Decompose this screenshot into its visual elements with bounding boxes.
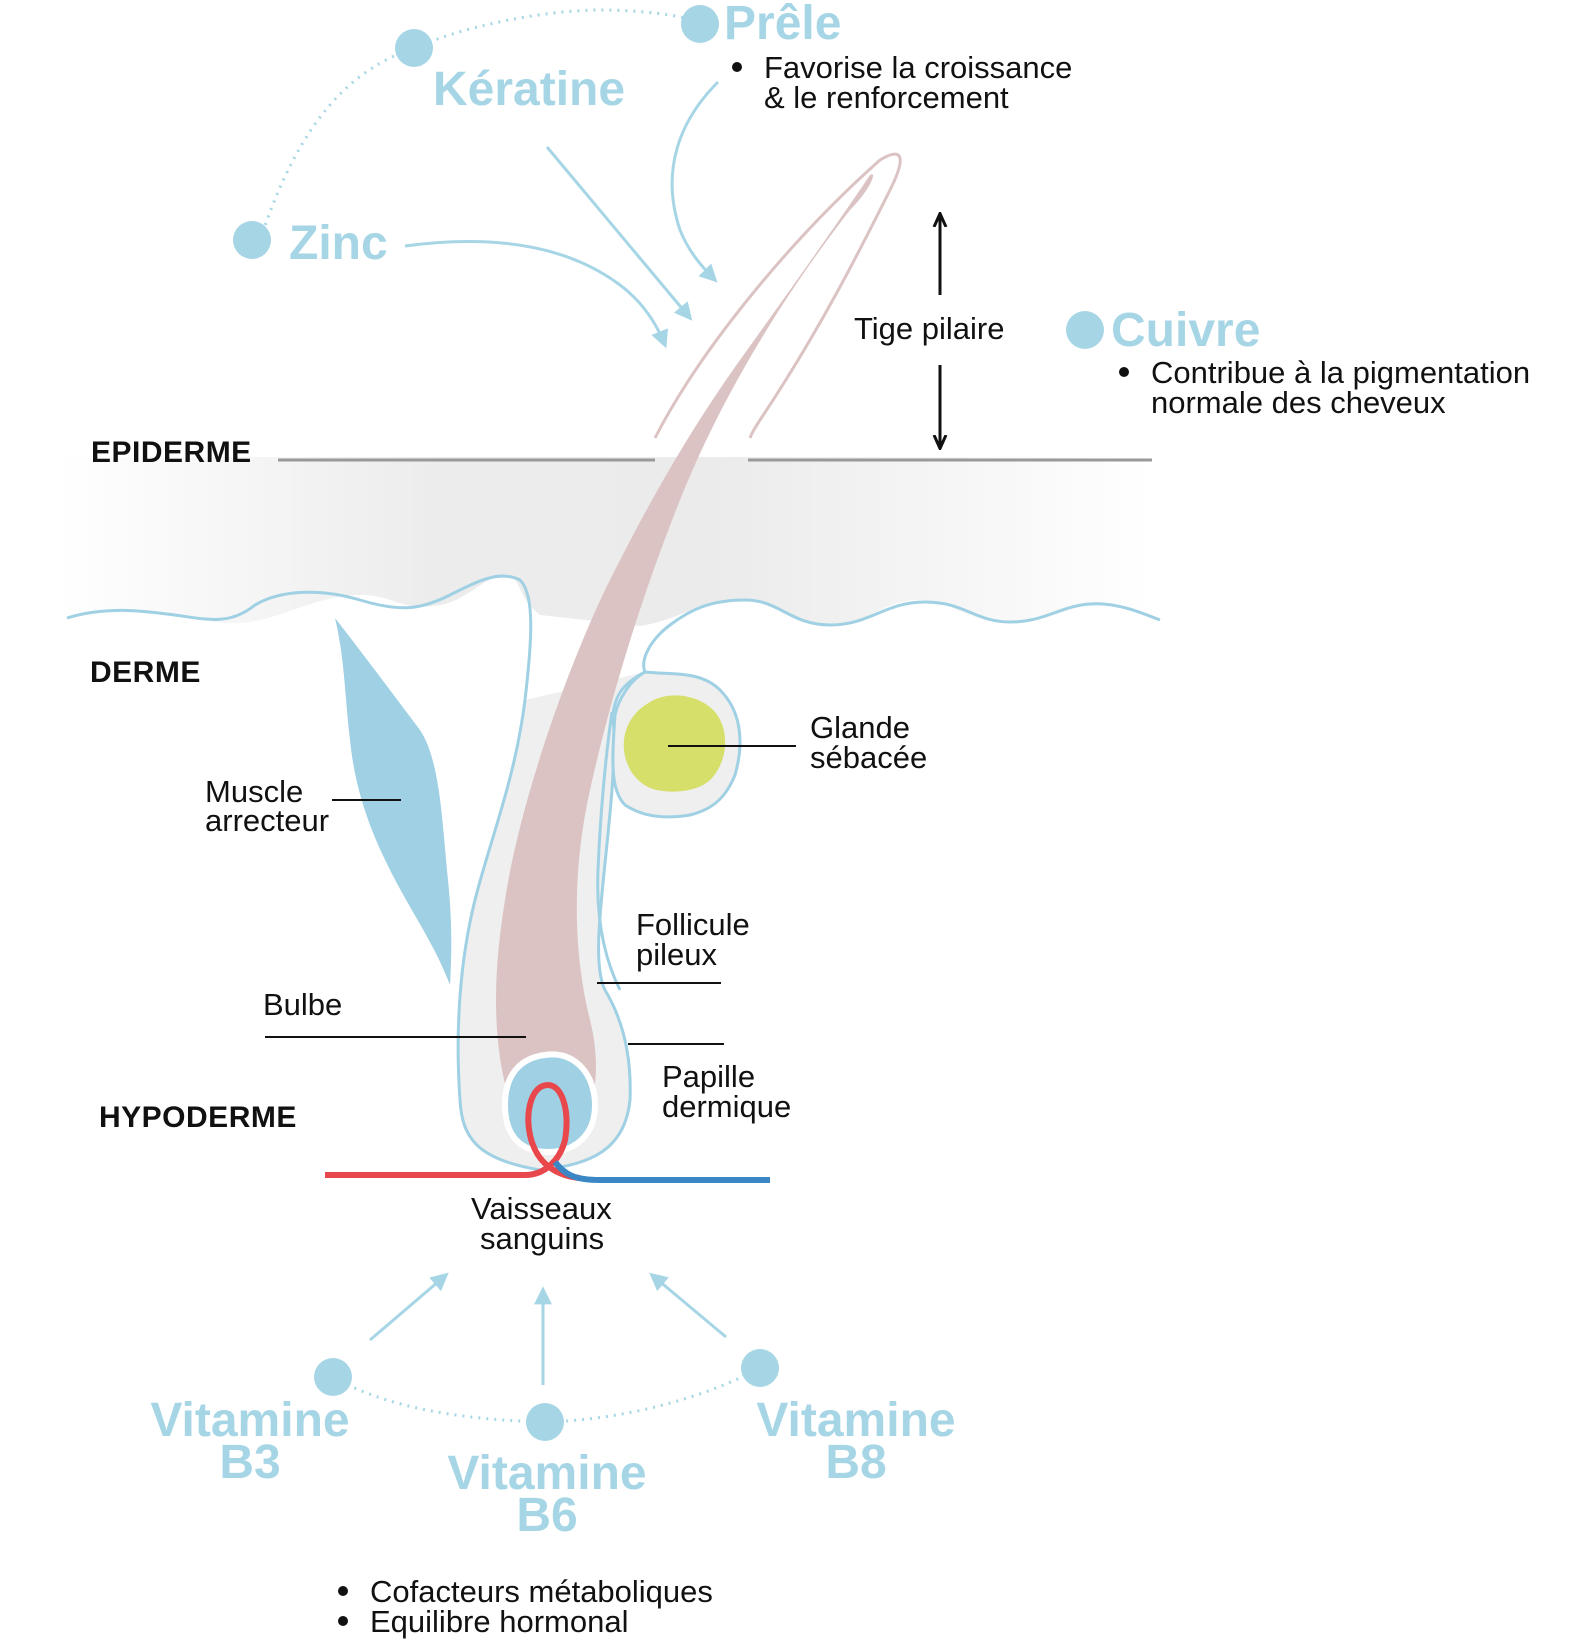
vitamine-b6-line-1: Vitamine	[447, 1447, 647, 1500]
label-glande-2: sébacée	[810, 740, 928, 775]
arrow-prele	[670, 80, 720, 283]
dermis-boundary-left	[66, 574, 533, 701]
arrow-b8	[649, 1272, 727, 1339]
arrow-keratine	[545, 146, 693, 321]
prele-dot	[681, 5, 719, 43]
b3-dot	[314, 1358, 352, 1396]
bullet-icon	[1119, 366, 1129, 377]
label-follicule-2: pileux	[636, 937, 717, 972]
vitamine-b8-line-1: Vitamine	[756, 1394, 956, 1447]
nutrient-prele: Prêle	[724, 0, 842, 50]
label-follicule-1: Follicule	[636, 907, 750, 942]
vitamin-note-2: Equilibre hormonal	[338, 1606, 628, 1637]
hair-shaft	[495, 174, 874, 1146]
dermal-papilla	[501, 1051, 599, 1156]
layer-derme: DERME	[90, 656, 201, 689]
vitamine-b3-line-1: Vitamine	[150, 1394, 350, 1447]
label-papille-2: dermique	[662, 1089, 792, 1124]
bullet-icon	[732, 61, 742, 72]
vitamine-b6-line-2: B6	[516, 1489, 578, 1542]
prele-note-2: & le renforcement	[764, 80, 1009, 115]
nutrient-vitamine-b8: Vitamine B8	[746, 1394, 966, 1489]
inner-follicle-line	[596, 711, 622, 991]
epidermis-band	[55, 457, 1155, 626]
nutrient-vitamine-b6: Vitamine B6	[437, 1447, 657, 1542]
zinc-dot	[233, 221, 271, 259]
dermis-boundary-right	[642, 598, 1161, 673]
label-glande-1: Glande	[810, 710, 910, 745]
label-vaisseaux-1: Vaisseaux	[471, 1191, 612, 1226]
nutrient-keratine: Kératine	[433, 63, 626, 116]
label-vaisseaux-2: sanguins	[480, 1221, 605, 1256]
cuivre-dot	[1066, 311, 1104, 349]
label-bulbe: Bulbe	[263, 987, 343, 1022]
dotted-connector-top	[258, 8, 701, 241]
blood-vessel-artery	[325, 1081, 581, 1181]
layer-hypoderme: HYPODERME	[99, 1101, 297, 1134]
cuivre-note-2: normale des cheveux	[1151, 385, 1446, 420]
nutrient-zinc: Zinc	[289, 217, 388, 270]
prele-note-1: Favorise la croissance	[732, 52, 1072, 83]
blood-vessel-vein	[552, 1160, 770, 1183]
sebaceous-gland	[623, 695, 726, 792]
nutrient-vitamine-b3: Vitamine B3	[140, 1394, 360, 1489]
dotted-connector-bottom	[332, 1366, 761, 1424]
nutrient-cuivre: Cuivre	[1111, 304, 1261, 357]
layer-epiderme: EPIDERME	[91, 436, 252, 469]
bullet-icon	[338, 1585, 348, 1596]
arrector-muscle	[335, 618, 452, 985]
cuivre-note-1: Contribue à la pigmentation	[1119, 357, 1530, 388]
b8-dot	[741, 1349, 779, 1387]
label-muscle-2: arrecteur	[205, 803, 330, 838]
b6-dot	[526, 1403, 564, 1441]
vitamine-b3-line-2: B3	[219, 1436, 281, 1489]
arrow-zinc	[404, 240, 669, 349]
label-muscle-1: Muscle	[205, 774, 304, 809]
hair-shaft-outline-left	[653, 152, 902, 439]
vitamine-b8-line-2: B8	[825, 1436, 887, 1489]
vitamin-note-1: Cofacteurs métaboliques	[338, 1576, 713, 1607]
label-papille-1: Papille	[662, 1059, 756, 1094]
bullet-icon	[338, 1615, 348, 1626]
arrow-b3	[369, 1272, 449, 1342]
label-tige-pilaire: Tige pilaire	[854, 311, 1005, 346]
keratine-dot	[395, 29, 433, 67]
